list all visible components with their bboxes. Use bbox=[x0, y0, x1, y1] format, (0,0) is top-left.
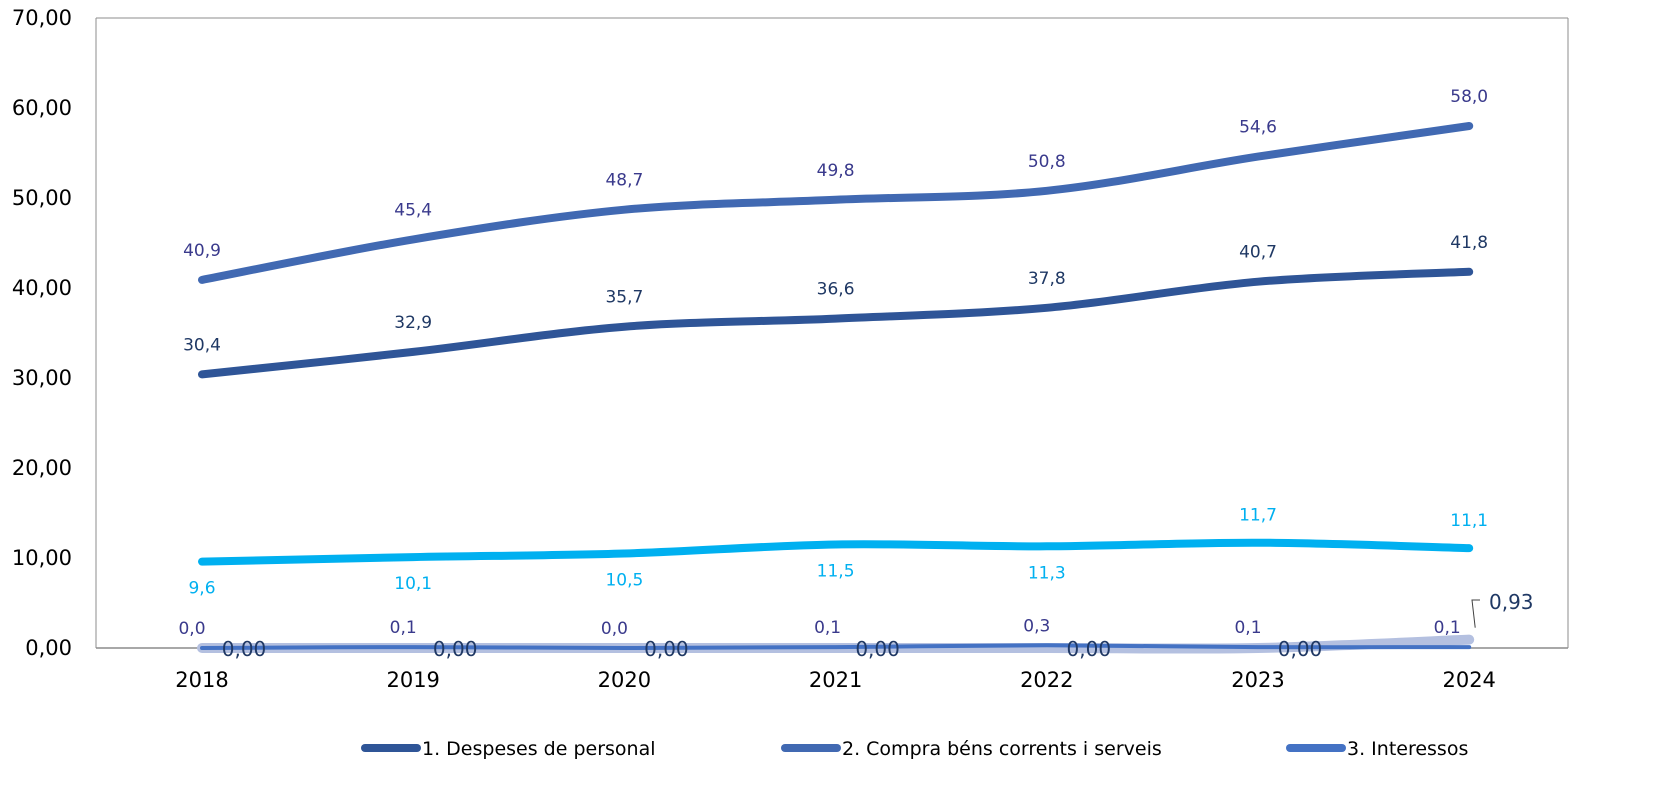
x-tick-label: 2023 bbox=[1231, 668, 1284, 692]
data-label-leader-line bbox=[1471, 599, 1480, 628]
data-label: 0,00 bbox=[855, 637, 900, 661]
data-labels: 30,4 32,9 35,7 36,6 37,8 40,7 41,8 40,9 45,4 48,7… bbox=[178, 87, 1533, 661]
data-label: 49,8 bbox=[817, 161, 855, 181]
data-label: 11,5 bbox=[817, 562, 855, 582]
y-axis-tick-labels: 0,00 10,00 20,00 30,00 40,00 50,00 60,00 70,00 bbox=[12, 6, 72, 660]
y-tick-label: 60,00 bbox=[12, 96, 72, 120]
data-label: 37,8 bbox=[1028, 269, 1066, 289]
data-label: 41,8 bbox=[1450, 233, 1488, 253]
x-tick-label: 2021 bbox=[809, 668, 862, 692]
data-label: 10,1 bbox=[394, 574, 432, 594]
data-label: 0,00 bbox=[222, 637, 267, 661]
data-label: 50,8 bbox=[1028, 152, 1066, 172]
x-tick-label: 2019 bbox=[386, 668, 439, 692]
y-tick-label: 0,00 bbox=[25, 636, 72, 660]
series-line-3 bbox=[198, 538, 1474, 566]
data-label: 0,1 bbox=[1234, 618, 1261, 638]
data-label: 9,6 bbox=[188, 579, 215, 599]
legend-label-1: 1. Despeses de personal bbox=[422, 738, 656, 760]
y-tick-label: 40,00 bbox=[12, 276, 72, 300]
y-tick-label: 30,00 bbox=[12, 366, 72, 390]
chart-axes bbox=[95, 17, 1569, 649]
y-tick-label: 50,00 bbox=[12, 186, 72, 210]
x-tick-label: 2020 bbox=[598, 668, 651, 692]
data-label: 10,5 bbox=[605, 571, 643, 591]
data-label: 54,6 bbox=[1239, 118, 1277, 138]
data-label: 36,6 bbox=[817, 280, 855, 300]
data-label: 11,1 bbox=[1450, 511, 1488, 531]
data-label: 0,93 bbox=[1489, 590, 1534, 614]
data-label: 0,1 bbox=[390, 618, 417, 638]
x-tick-label: 2024 bbox=[1442, 668, 1495, 692]
data-label: 0,0 bbox=[178, 619, 205, 639]
series-line-4 bbox=[200, 643, 1472, 650]
x-tick-label: 2018 bbox=[175, 668, 228, 692]
series-line-1 bbox=[198, 267, 1474, 379]
data-label: 0,1 bbox=[814, 618, 841, 638]
legend: 1. Despeses de personal 2. Compra béns co… bbox=[361, 738, 1468, 760]
legend-label-3: 3. Interessos bbox=[1347, 738, 1468, 760]
data-label: 11,7 bbox=[1239, 506, 1277, 526]
data-label: 40,7 bbox=[1239, 243, 1277, 263]
data-label: 0,00 bbox=[1278, 637, 1323, 661]
data-label: 0,00 bbox=[644, 637, 689, 661]
y-tick-label: 70,00 bbox=[12, 6, 72, 30]
x-axis-tick-labels: 2018 2019 2020 2021 2022 2023 2024 bbox=[175, 668, 1496, 692]
y-tick-label: 10,00 bbox=[12, 546, 72, 570]
x-tick-label: 2022 bbox=[1020, 668, 1073, 692]
legend-label-2: 2. Compra béns corrents i serveis bbox=[842, 738, 1162, 760]
data-label: 0,00 bbox=[1067, 637, 1112, 661]
series-lines bbox=[197, 122, 1475, 654]
data-label: 0,1 bbox=[1434, 618, 1461, 638]
data-label: 30,4 bbox=[183, 335, 221, 355]
data-label: 0,0 bbox=[601, 619, 628, 639]
data-label: 35,7 bbox=[605, 288, 643, 308]
data-label: 48,7 bbox=[605, 171, 643, 191]
data-label: 58,0 bbox=[1450, 87, 1488, 107]
data-label: 0,00 bbox=[433, 637, 478, 661]
series-line-2 bbox=[198, 122, 1474, 284]
y-tick-label: 20,00 bbox=[12, 456, 72, 480]
data-label: 11,3 bbox=[1028, 563, 1066, 583]
data-label: 0,3 bbox=[1023, 616, 1050, 636]
data-label: 45,4 bbox=[394, 200, 432, 220]
data-label: 40,9 bbox=[183, 241, 221, 261]
data-label: 32,9 bbox=[394, 313, 432, 333]
